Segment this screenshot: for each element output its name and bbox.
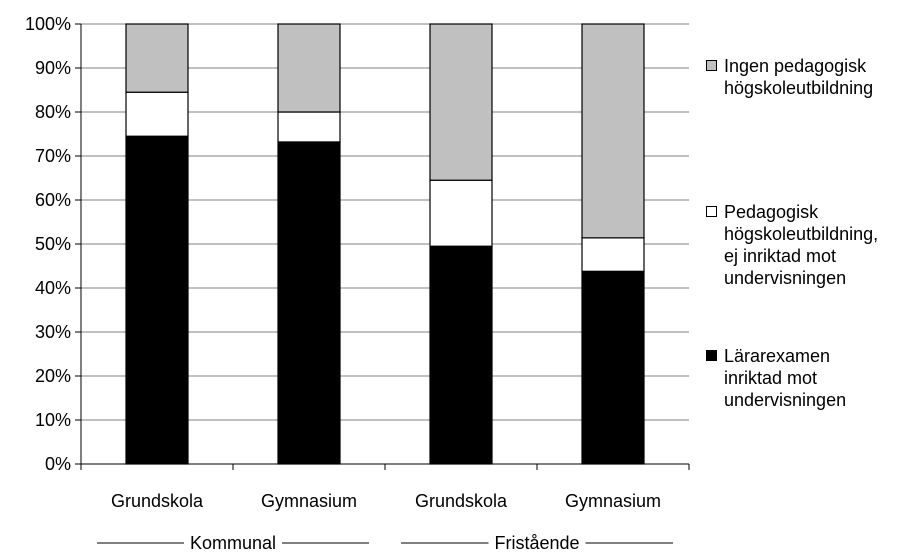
y-tick-label: 50% <box>35 234 71 254</box>
y-tick-label: 20% <box>35 366 71 386</box>
group-label: Kommunal <box>190 533 276 553</box>
legend-label-pedagogisk: Pedagogisk högskoleutbildning, ej inrikt… <box>724 202 879 288</box>
x-category-label: Grundskola <box>415 491 508 511</box>
y-tick-label: 70% <box>35 146 71 166</box>
bar-segment <box>581 237 645 272</box>
bar-segment <box>125 135 189 465</box>
x-category-label: Gymnasium <box>565 491 661 511</box>
legend-swatch-pedagogisk <box>706 206 717 217</box>
bar-segment <box>581 23 645 239</box>
y-tick-label: 10% <box>35 410 71 430</box>
legend-label-lararexamen: Lärarexamen inriktad mot undervisningen <box>724 346 847 410</box>
x-category-label: Gymnasium <box>261 491 357 511</box>
y-tick-label: 90% <box>35 58 71 78</box>
y-tick-label: 60% <box>35 190 71 210</box>
bar-segment <box>277 141 341 465</box>
y-tick-label: 80% <box>35 102 71 122</box>
bar-segment <box>125 23 189 93</box>
y-tick-label: 30% <box>35 322 71 342</box>
bar-segment <box>581 270 645 465</box>
y-tick-label: 100% <box>25 14 71 34</box>
bar-segment <box>429 23 493 181</box>
bar-segment <box>277 23 341 113</box>
y-tick-label: 40% <box>35 278 71 298</box>
bar-segment <box>277 111 341 143</box>
legend-swatch-none <box>706 60 717 71</box>
legend-label-none: Ingen pedagogisk högskoleutbildning <box>724 56 874 98</box>
bar-segment <box>429 245 493 465</box>
group-label: Fristående <box>494 533 579 553</box>
bar-segment <box>429 179 493 247</box>
x-category-label: Grundskola <box>111 491 204 511</box>
y-tick-label: 0% <box>45 454 71 474</box>
bar-segment <box>125 91 189 137</box>
legend-swatch-lararexamen <box>706 350 717 361</box>
